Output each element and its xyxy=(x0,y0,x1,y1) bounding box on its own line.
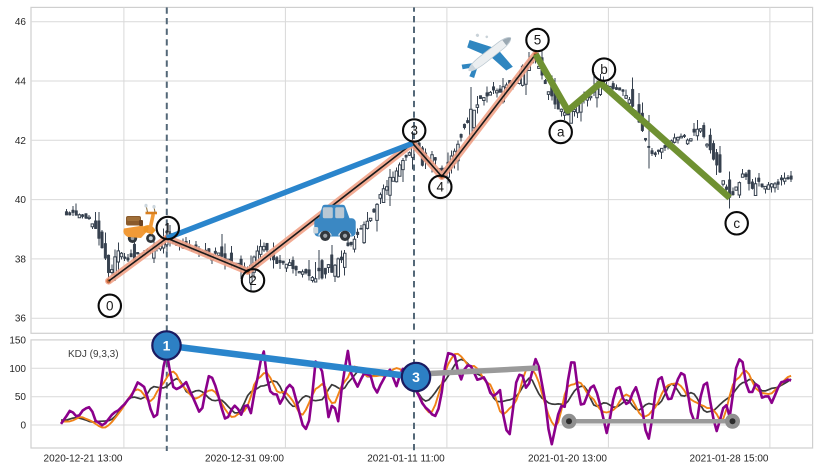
svg-text:38: 38 xyxy=(15,254,27,265)
svg-text:1: 1 xyxy=(164,221,172,236)
svg-text:b: b xyxy=(600,62,608,77)
svg-text:50: 50 xyxy=(15,392,27,403)
svg-text:c: c xyxy=(733,216,740,231)
svg-text:0: 0 xyxy=(106,298,114,313)
svg-text:2021-01-11 11:00: 2021-01-11 11:00 xyxy=(367,454,445,465)
svg-text:100: 100 xyxy=(9,364,26,375)
svg-text:44: 44 xyxy=(15,77,27,88)
svg-text:a: a xyxy=(557,125,565,140)
svg-text:40: 40 xyxy=(15,195,27,206)
svg-text:KDJ (9,3,3): KDJ (9,3,3) xyxy=(68,349,119,360)
svg-text:46: 46 xyxy=(15,17,27,28)
svg-text:150: 150 xyxy=(9,336,26,347)
svg-text:36: 36 xyxy=(15,314,27,325)
svg-text:3: 3 xyxy=(412,369,420,385)
svg-text:1: 1 xyxy=(163,338,171,354)
svg-text:2021-01-28 15:00: 2021-01-28 15:00 xyxy=(690,454,769,465)
svg-text:2: 2 xyxy=(249,273,257,288)
svg-text:2020-12-31 09:00: 2020-12-31 09:00 xyxy=(205,454,284,465)
svg-text:42: 42 xyxy=(15,136,27,147)
svg-text:4: 4 xyxy=(437,180,445,195)
svg-text:0: 0 xyxy=(20,421,26,432)
svg-text:2021-01-20 13:00: 2021-01-20 13:00 xyxy=(528,454,607,465)
svg-text:2020-12-21 13:00: 2020-12-21 13:00 xyxy=(44,454,123,465)
svg-text:5: 5 xyxy=(534,33,542,48)
svg-text:3: 3 xyxy=(410,123,418,138)
